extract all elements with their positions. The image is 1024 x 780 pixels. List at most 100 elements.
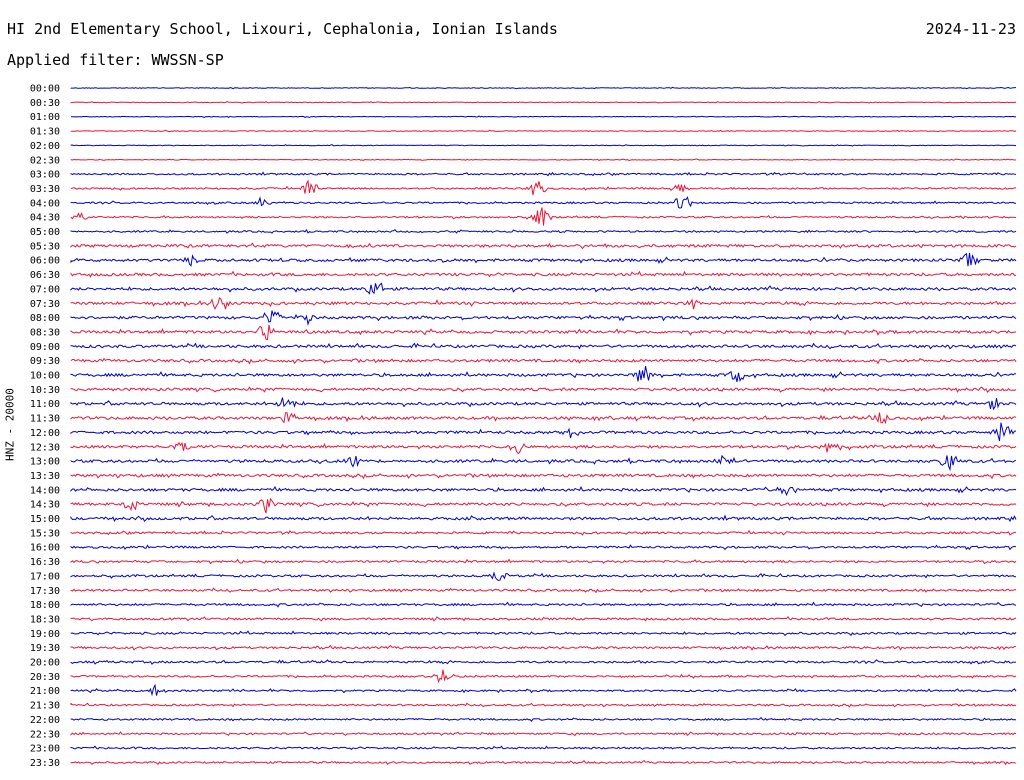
trace-1600 <box>70 544 1017 551</box>
trace-1700 <box>70 571 1016 582</box>
row-label-2200: 22:00 <box>30 715 60 726</box>
trace-1130 <box>70 412 1017 425</box>
trace-0730 <box>70 296 1016 310</box>
trace-1930 <box>70 644 1017 651</box>
trace-0330 <box>70 179 1017 195</box>
row-label-1200: 12:00 <box>30 428 60 439</box>
row-label-0830: 08:30 <box>30 327 60 338</box>
row-label-1230: 12:30 <box>30 442 60 453</box>
row-label-2300: 23:00 <box>30 744 60 755</box>
row-label-0400: 04:00 <box>30 198 60 209</box>
trace-2100 <box>70 683 1017 697</box>
trace-1300 <box>70 454 1017 472</box>
row-label-2230: 22:30 <box>30 729 60 740</box>
row-label-1330: 13:30 <box>30 471 60 482</box>
trace-1630 <box>70 558 1017 565</box>
trace-1900 <box>70 630 1017 637</box>
row-label-1830: 18:30 <box>30 614 60 625</box>
trace-0700 <box>70 282 1017 295</box>
trace-1730 <box>70 587 1017 594</box>
trace-0100 <box>71 115 1017 119</box>
row-label-0430: 04:30 <box>30 213 60 224</box>
row-label-1800: 18:00 <box>30 600 60 611</box>
row-label-0230: 02:30 <box>30 155 60 166</box>
trace-2000 <box>70 659 1017 665</box>
row-label-2000: 20:00 <box>30 658 60 669</box>
row-label-0330: 03:30 <box>30 184 60 195</box>
row-label-0630: 06:30 <box>30 270 60 281</box>
row-label-1000: 10:00 <box>30 371 60 382</box>
row-label-1530: 15:30 <box>30 528 60 539</box>
trace-2300 <box>70 745 1017 751</box>
row-label-0200: 02:00 <box>30 141 60 152</box>
trace-2130 <box>70 702 1017 708</box>
trace-1430 <box>70 497 1017 514</box>
trace-2330 <box>70 759 1017 766</box>
trace-1530 <box>70 529 1017 536</box>
row-label-1100: 11:00 <box>30 399 60 410</box>
row-label-1730: 17:30 <box>30 586 60 597</box>
row-label-0530: 05:30 <box>30 241 60 252</box>
trace-0400 <box>70 196 1017 209</box>
trace-1800 <box>70 601 1017 608</box>
trace-0230 <box>70 158 1017 162</box>
trace-1830 <box>70 615 1017 622</box>
row-label-0500: 05:00 <box>30 227 60 238</box>
row-label-1430: 14:30 <box>30 500 60 511</box>
trace-1100 <box>70 397 1017 411</box>
row-label-0800: 08:00 <box>30 313 60 324</box>
row-label-1930: 19:30 <box>30 643 60 654</box>
trace-0500 <box>70 228 1017 234</box>
trace-2030 <box>70 669 1017 684</box>
row-label-1700: 17:00 <box>30 571 60 582</box>
trace-2230 <box>70 731 1017 737</box>
row-label-1630: 16:30 <box>30 557 60 568</box>
trace-0430 <box>70 207 1017 226</box>
row-label-0000: 00:00 <box>30 84 60 95</box>
row-label-1030: 10:30 <box>30 385 60 396</box>
row-label-0300: 03:00 <box>30 170 60 181</box>
record-date: 2024-11-23 <box>925 20 1016 38</box>
trace-2200 <box>70 716 1017 723</box>
trace-0800 <box>70 310 1017 327</box>
trace-0200 <box>70 144 1017 147</box>
row-label-0030: 00:30 <box>30 98 60 109</box>
trace-0300 <box>70 171 1017 177</box>
row-label-2030: 20:30 <box>30 672 60 683</box>
trace-1230 <box>70 441 1017 455</box>
row-label-1130: 11:30 <box>30 414 60 425</box>
trace-0630 <box>70 270 1017 278</box>
trace-1500 <box>70 514 1017 523</box>
row-label-1900: 19:00 <box>30 629 60 640</box>
row-label-0130: 01:30 <box>30 127 60 138</box>
row-label-0700: 07:00 <box>30 284 60 295</box>
row-label-0900: 09:00 <box>30 342 60 353</box>
row-label-0600: 06:00 <box>30 256 60 267</box>
row-label-1500: 15:00 <box>30 514 60 525</box>
trace-1200 <box>70 422 1016 442</box>
trace-0530 <box>70 242 1017 250</box>
trace-0600 <box>70 252 1017 267</box>
row-label-1300: 13:00 <box>30 457 60 468</box>
trace-1000 <box>70 365 1017 383</box>
filter-label: Applied filter: WWSSN-SP <box>7 51 224 69</box>
trace-1400 <box>70 485 1017 497</box>
row-label-0100: 01:00 <box>30 112 60 123</box>
row-label-2100: 21:00 <box>30 686 60 697</box>
station-title: HI 2nd Elementary School, Lixouri, Cepha… <box>7 20 558 38</box>
trace-0130 <box>70 129 1017 133</box>
trace-1330 <box>70 472 1017 480</box>
row-label-0930: 09:30 <box>30 356 60 367</box>
trace-1030 <box>70 386 1017 393</box>
trace-0030 <box>70 101 1017 104</box>
row-label-0730: 07:30 <box>30 299 60 310</box>
trace-0830 <box>70 324 1017 341</box>
trace-0900 <box>70 342 1017 350</box>
row-label-1600: 16:00 <box>30 543 60 554</box>
row-label-2330: 23:30 <box>30 758 60 769</box>
row-label-2130: 21:30 <box>30 701 60 712</box>
trace-0000 <box>70 86 1017 90</box>
trace-0930 <box>70 357 1017 365</box>
row-label-1400: 14:00 <box>30 485 60 496</box>
